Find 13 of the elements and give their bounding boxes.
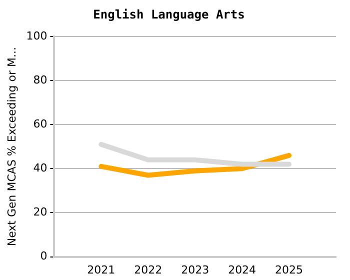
y-tick-label: 60 (33, 117, 48, 130)
y-axis-title: Next Gen MCAS % Exceeding or M... (5, 47, 18, 246)
y-tick-label: 0 (40, 250, 48, 263)
chart-title: English Language Arts (93, 7, 245, 22)
x-tick-label: 2023 (181, 263, 210, 276)
y-tick-label: 40 (33, 162, 48, 174)
x-tick-label: 2021 (87, 263, 116, 276)
x-tick-label: 2025 (275, 263, 304, 276)
y-tick-label: 80 (33, 73, 48, 86)
y-tick-label: 20 (33, 206, 48, 219)
x-tick-label: 2024 (228, 263, 256, 276)
x-tick-label: 2022 (134, 263, 162, 276)
y-tick-label: 100 (26, 29, 48, 42)
